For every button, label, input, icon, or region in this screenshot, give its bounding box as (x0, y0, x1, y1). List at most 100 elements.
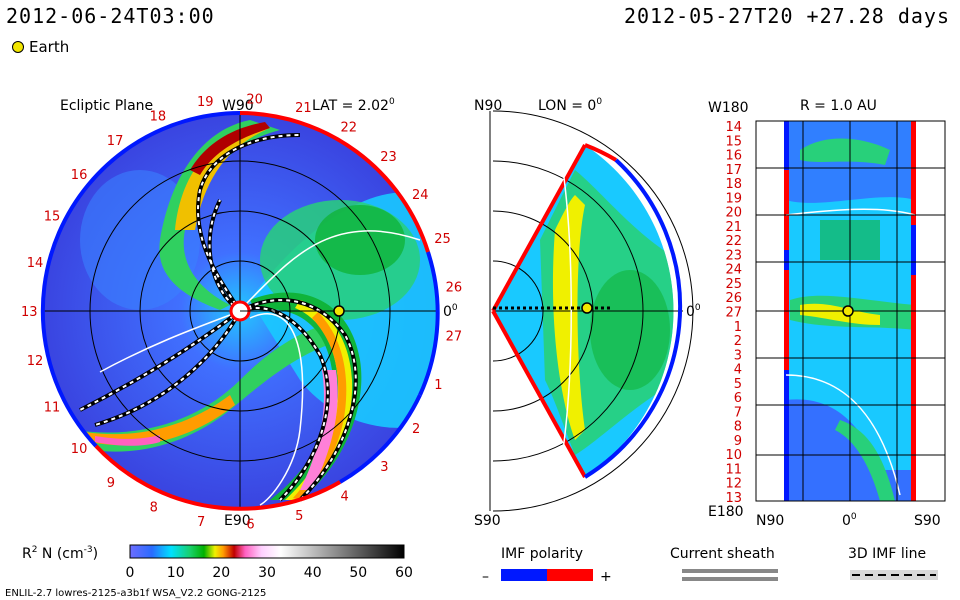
synoptic-row-6: 6 (734, 391, 742, 406)
ecliptic-title: Ecliptic Plane (60, 98, 153, 114)
synoptic-row-14: 14 (725, 120, 742, 135)
longitude-tick-21: 21 (295, 101, 312, 116)
synoptic-row-8: 8 (734, 420, 742, 435)
longitude-tick-5: 5 (295, 509, 303, 524)
longitude-tick-27: 27 (446, 330, 463, 345)
simulation-date: 2012-06-24T03:00 (6, 4, 215, 28)
synoptic-row-26: 26 (725, 291, 742, 306)
synoptic-row-17: 17 (725, 163, 742, 178)
longitude-tick-8: 8 (150, 501, 158, 516)
ecliptic-right-label: 00 (443, 303, 458, 320)
colorbar-tick-10: 10 (167, 565, 185, 581)
synoptic-row-18: 18 (725, 177, 742, 192)
colorbar-tick-60: 60 (395, 565, 413, 581)
imf-line-title: 3D IMF line (848, 546, 926, 562)
synoptic-row-22: 22 (725, 234, 742, 249)
longitude-tick-16: 16 (71, 168, 88, 183)
longitude-tick-19: 19 (197, 95, 214, 110)
ecliptic-e90: E90 (224, 513, 251, 529)
longitude-tick-23: 23 (380, 150, 397, 165)
longitude-tick-22: 22 (341, 121, 358, 136)
earth-marker-icon (12, 41, 24, 53)
meridional-right-label: 00 (686, 303, 701, 320)
imf-polarity-title: IMF polarity (501, 546, 583, 562)
colorbar-title: R2 N (cm-3) (22, 545, 98, 562)
longitude-tick-17: 17 (107, 134, 124, 149)
longitude-tick-15: 15 (44, 209, 61, 224)
synoptic-row-labels: 1415161718192021222324252627123456789101… (725, 120, 742, 506)
meridional-s90: S90 (474, 513, 501, 529)
synoptic-row-16: 16 (725, 149, 742, 164)
synoptic-row-4: 4 (734, 363, 742, 378)
meridional-panel: N90 S90 LON = 00 00 (474, 97, 701, 529)
longitude-tick-labels: 19 20212223242526271234567891011121314151… (21, 92, 462, 532)
synoptic-e180: E180 (708, 504, 744, 520)
meridional-lon: LON = 00 (538, 97, 602, 114)
colorbar-ticks: 0 10 20 30 40 50 60 (126, 565, 413, 581)
colorbar-tick-40: 40 (304, 565, 322, 581)
synoptic-row-27: 27 (725, 306, 742, 321)
ecliptic-lat: LAT = 2.020 (312, 97, 395, 114)
synoptic-w180: W180 (708, 100, 749, 116)
longitude-tick-1: 1 (434, 378, 442, 393)
synoptic-row-10: 10 (725, 448, 742, 463)
earth-marker-meridional (581, 302, 593, 314)
longitude-tick-13: 13 (21, 305, 38, 320)
synoptic-row-1: 1 (734, 320, 742, 335)
longitude-tick-9: 9 (107, 476, 115, 491)
synoptic-row-24: 24 (725, 263, 742, 278)
synoptic-row-5: 5 (734, 377, 742, 392)
longitude-tick-18: 18 (150, 109, 167, 124)
imf-polarity-minus: – (482, 569, 489, 585)
synoptic-row-13: 13 (725, 491, 742, 506)
longitude-tick-7: 7 (197, 515, 205, 530)
meridional-n90: N90 (474, 98, 502, 114)
earth-legend-label: Earth (29, 38, 70, 56)
imf-line-key: 3D IMF line (848, 546, 938, 580)
ecliptic-plane-panel: Ecliptic Plane W90 E90 00 LAT = 2.020 19… (21, 92, 462, 532)
colorbar-tick-30: 30 (258, 565, 276, 581)
earth-marker-synoptic (842, 305, 854, 317)
synoptic-row-23: 23 (725, 248, 742, 263)
longitude-tick-14: 14 (27, 256, 44, 271)
model-info: ENLIL-2.7 lowres-2125-a3b1f WSA_V2.2 GON… (5, 588, 266, 599)
density-colorbar: R2 N (cm-3) 0 10 20 30 40 50 60 (22, 544, 413, 581)
synoptic-radius: R = 1.0 AU (800, 98, 877, 114)
synoptic-row-9: 9 (734, 434, 742, 449)
synoptic-row-2: 2 (734, 334, 742, 349)
longitude-tick-6: 6 (246, 518, 254, 533)
synoptic-row-25: 25 (725, 277, 742, 292)
synoptic-x-s90: S90 (914, 513, 941, 529)
run-info: 2012-05-27T20 +27.28 days (623, 4, 950, 28)
synoptic-row-11: 11 (725, 463, 742, 478)
synoptic-x-n90: N90 (756, 513, 784, 529)
colorbar-tick-0: 0 (126, 565, 135, 581)
ecliptic-w90: W90 (222, 98, 254, 114)
imf-polarity-plus: + (600, 569, 612, 585)
longitude-tick-26: 26 (446, 280, 463, 295)
imf-polarity-key: IMF polarity – + (482, 546, 612, 585)
longitude-tick-11: 11 (44, 401, 61, 416)
synoptic-row-12: 12 (725, 477, 742, 492)
colorbar-tick-20: 20 (212, 565, 230, 581)
longitude-tick-20: 20 (246, 92, 263, 107)
synoptic-row-19: 19 (725, 191, 742, 206)
earth-legend: Earth (12, 38, 69, 56)
longitude-tick-24: 24 (412, 188, 429, 203)
synoptic-row-7: 7 (734, 405, 742, 420)
synoptic-row-21: 21 (725, 220, 742, 235)
synoptic-panel: W180 E180 R = 1.0 AU 1415161718192021222… (708, 98, 946, 529)
longitude-tick-2: 2 (412, 422, 420, 437)
synoptic-row-3: 3 (734, 348, 742, 363)
longitude-tick-10: 10 (71, 442, 88, 457)
synoptic-x-0: 00 (842, 512, 857, 529)
colorbar-tick-50: 50 (349, 565, 367, 581)
longitude-tick-3: 3 (380, 460, 388, 475)
longitude-tick-25: 25 (434, 232, 451, 247)
longitude-tick-12: 12 (27, 354, 44, 369)
earth-marker-ecliptic (333, 305, 345, 317)
current-sheath-key: Current sheath (670, 546, 778, 581)
synoptic-row-20: 20 (725, 206, 742, 221)
current-sheath-title: Current sheath (670, 546, 775, 562)
